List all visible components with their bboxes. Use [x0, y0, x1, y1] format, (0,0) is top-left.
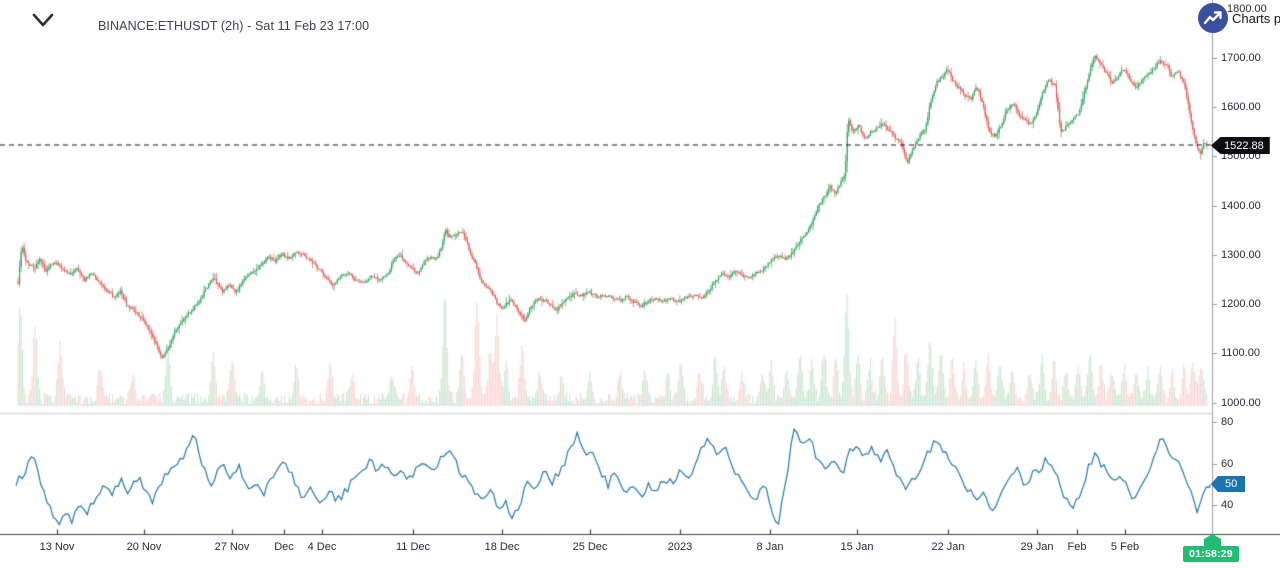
- time-tick-label: 25 Dec: [572, 541, 608, 553]
- time-tick-label: 11 Dec: [395, 541, 431, 553]
- time-tick-label: 4 Dec: [307, 541, 337, 553]
- price-tick-label: 1200.00: [1221, 298, 1261, 310]
- rsi-tick-label: 80: [1221, 416, 1234, 428]
- symbol-title: BINANCE:ETHUSDT (2h) - Sat 11 Feb 23 17:…: [98, 19, 370, 33]
- trending-up-icon: [1203, 11, 1222, 25]
- price-tick-label: 1300.00: [1221, 248, 1261, 261]
- price-tick-label: 1100.00: [1221, 347, 1260, 360]
- time-tick-label: 13 Nov: [39, 541, 75, 553]
- time-tick-label: 22 Jan: [931, 541, 965, 553]
- rsi-value-tag: 50: [1211, 476, 1246, 492]
- price-tick-label: 1000.00: [1221, 396, 1261, 409]
- time-tick-label: 18 Dec: [484, 541, 520, 553]
- time-tick-label: Feb: [1067, 541, 1087, 553]
- time-tick-label: 15 Jan: [840, 541, 874, 553]
- time-tick-label: 5 Feb: [1110, 541, 1140, 553]
- price-tick-label: 1600.00: [1221, 101, 1261, 113]
- time-tick-label: 8 Jan: [756, 541, 784, 553]
- time-tick-label: 27 Nov: [214, 541, 250, 553]
- collapse-chart-button[interactable]: [31, 11, 55, 29]
- price-tick-label: 1400.00: [1221, 199, 1261, 212]
- rsi-value: 50: [1225, 478, 1238, 490]
- time-tick-label: Dec: [274, 541, 294, 553]
- time-tick-label: 29 Jan: [1020, 541, 1054, 553]
- last-price-value: 1522.88: [1224, 139, 1264, 152]
- charts-attribution-label: Charts p: [1232, 11, 1280, 26]
- time-tick-label: 2023: [667, 541, 693, 553]
- last-price-tag: 1522.88: [1211, 137, 1270, 154]
- charts-logo-button[interactable]: [1198, 3, 1228, 33]
- rsi-tick-label: 60: [1221, 457, 1234, 470]
- countdown-value: 01:58:29: [1189, 548, 1233, 560]
- price-tick-label: 1800.00: [1227, 2, 1267, 15]
- time-tick-label: 20 Nov: [126, 541, 162, 553]
- candle-countdown-tag: 01:58:29: [1183, 546, 1239, 562]
- rsi-tick-label: 40: [1221, 499, 1234, 511]
- last-bar-time-marker: [1204, 534, 1221, 546]
- chevron-down-icon: [32, 13, 54, 27]
- price-tick-label: 1700.00: [1221, 51, 1261, 64]
